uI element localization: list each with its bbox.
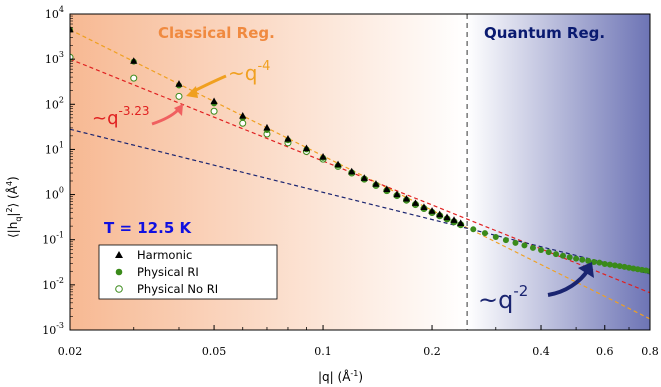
legend-label-harmonic: Harmonic [137,248,192,262]
x-tick-label: 0.05 [202,345,227,358]
legend-marker-harmonic [115,251,123,258]
point-physical-ri [470,226,477,233]
point-physical-ri [606,261,613,268]
point-physical-ri [529,244,536,251]
point-physical-ri [573,255,580,262]
y-axis-title: ⟨|hq|2⟩ (Å4) [5,176,23,238]
quantum-region-background [467,14,650,330]
point-physical-ri [601,260,608,267]
legend-label-physical-no-ri: Physical No RI [137,282,218,296]
point-physical-no-ri [130,74,138,82]
slope-2-annotation: ~q-2 [478,282,528,314]
x-tick-label: 0.6 [596,345,614,358]
point-physical-ri [502,237,509,244]
point-physical-ri [545,249,552,256]
x-axis-title: |q| (Å-1) [318,369,363,384]
point-harmonic [372,180,380,187]
y-tick-label: 104 [45,5,64,21]
x-tick-label: 0.02 [58,345,83,358]
point-harmonic [334,160,342,168]
point-physical-ri [553,251,560,258]
fit-line-slope2 [70,128,650,275]
fit-line-slope4 [70,29,650,320]
point-physical-ri [481,230,488,237]
slope-2-arrow [547,268,590,297]
temperature-label: T = 12.5 K [104,219,192,237]
x-tick-label: 0.8 [641,345,659,358]
point-harmonic [302,144,311,152]
point-physical-no-ri [175,92,183,100]
point-harmonic [383,185,391,193]
legend-box [98,244,278,300]
point-physical-ri [596,259,603,266]
slope-323-arrowhead [174,104,183,116]
quantum-region-label: Quantum Reg. [484,24,605,42]
point-harmonic [175,80,183,87]
point-physical-ri [590,259,597,266]
classical-region-label: Classical Reg. [158,24,275,42]
legend: Harmonic Physical RI Physical No RI [98,244,278,300]
point-physical-no-ri [210,107,218,115]
point-physical-ri [566,254,573,261]
point-harmonic [411,199,420,206]
y-tick-label: 102 [45,95,64,111]
y-tick-label: 10-3 [42,321,64,337]
point-harmonic [436,210,444,218]
slope-323-annotation: ~q-3.23 [92,104,150,129]
x-tick-label: 0.2 [423,345,441,358]
point-harmonic [284,135,292,142]
point-harmonic [402,194,411,202]
legend-marker-physical-ri [115,268,123,276]
y-tick-label: 10-1 [42,231,64,247]
point-physical-ri [512,239,519,246]
plot-frame [69,13,651,331]
point-harmonic [393,190,401,198]
point-harmonic [360,174,368,181]
y-tick-label: 100 [45,186,64,202]
axis-ticks: 0.02 0.05 0.1 0.2 0.4 0.6 0.8 10-3 10-2 10-1 100 10… [42,5,659,358]
y-tick-label: 10-2 [42,276,64,292]
point-physical-ri [579,256,586,263]
slope-2-arrowhead [578,262,594,278]
point-physical-ri [559,252,566,259]
point-physical-ri [626,264,633,271]
point-harmonic [319,152,327,160]
point-harmonic [210,97,218,105]
point-harmonic [130,57,138,64]
legend-marker-physical-no-ri [115,285,123,293]
point-physical-ri [585,257,592,264]
y-tick-label: 101 [45,140,64,156]
point-harmonic [239,112,247,119]
slope-323-arrow [151,108,180,126]
point-physical-ri [647,268,650,275]
point-physical-ri [521,242,528,249]
point-physical-ri [538,247,545,254]
point-physical-ri [492,233,499,240]
point-harmonic [348,167,356,175]
legend-label-physical-ri: Physical RI [137,265,199,279]
point-harmonic [263,123,271,131]
slope-4-annotation: ~q-4 [228,59,270,85]
point-physical-ri [621,263,628,270]
point-harmonic [420,203,428,210]
y-tick-label: 103 [45,50,64,66]
point-physical-no-ri [239,119,247,127]
slope-4-arrowhead [186,86,198,98]
point-physical-ri [611,262,618,269]
data-points [70,25,650,275]
x-tick-label: 0.4 [532,345,550,358]
point-physical-ri [616,263,623,270]
point-harmonic [450,216,458,223]
point-harmonic [443,213,451,221]
x-tick-label: 0.1 [314,345,332,358]
point-harmonic [457,219,465,226]
point-harmonic [428,207,436,214]
